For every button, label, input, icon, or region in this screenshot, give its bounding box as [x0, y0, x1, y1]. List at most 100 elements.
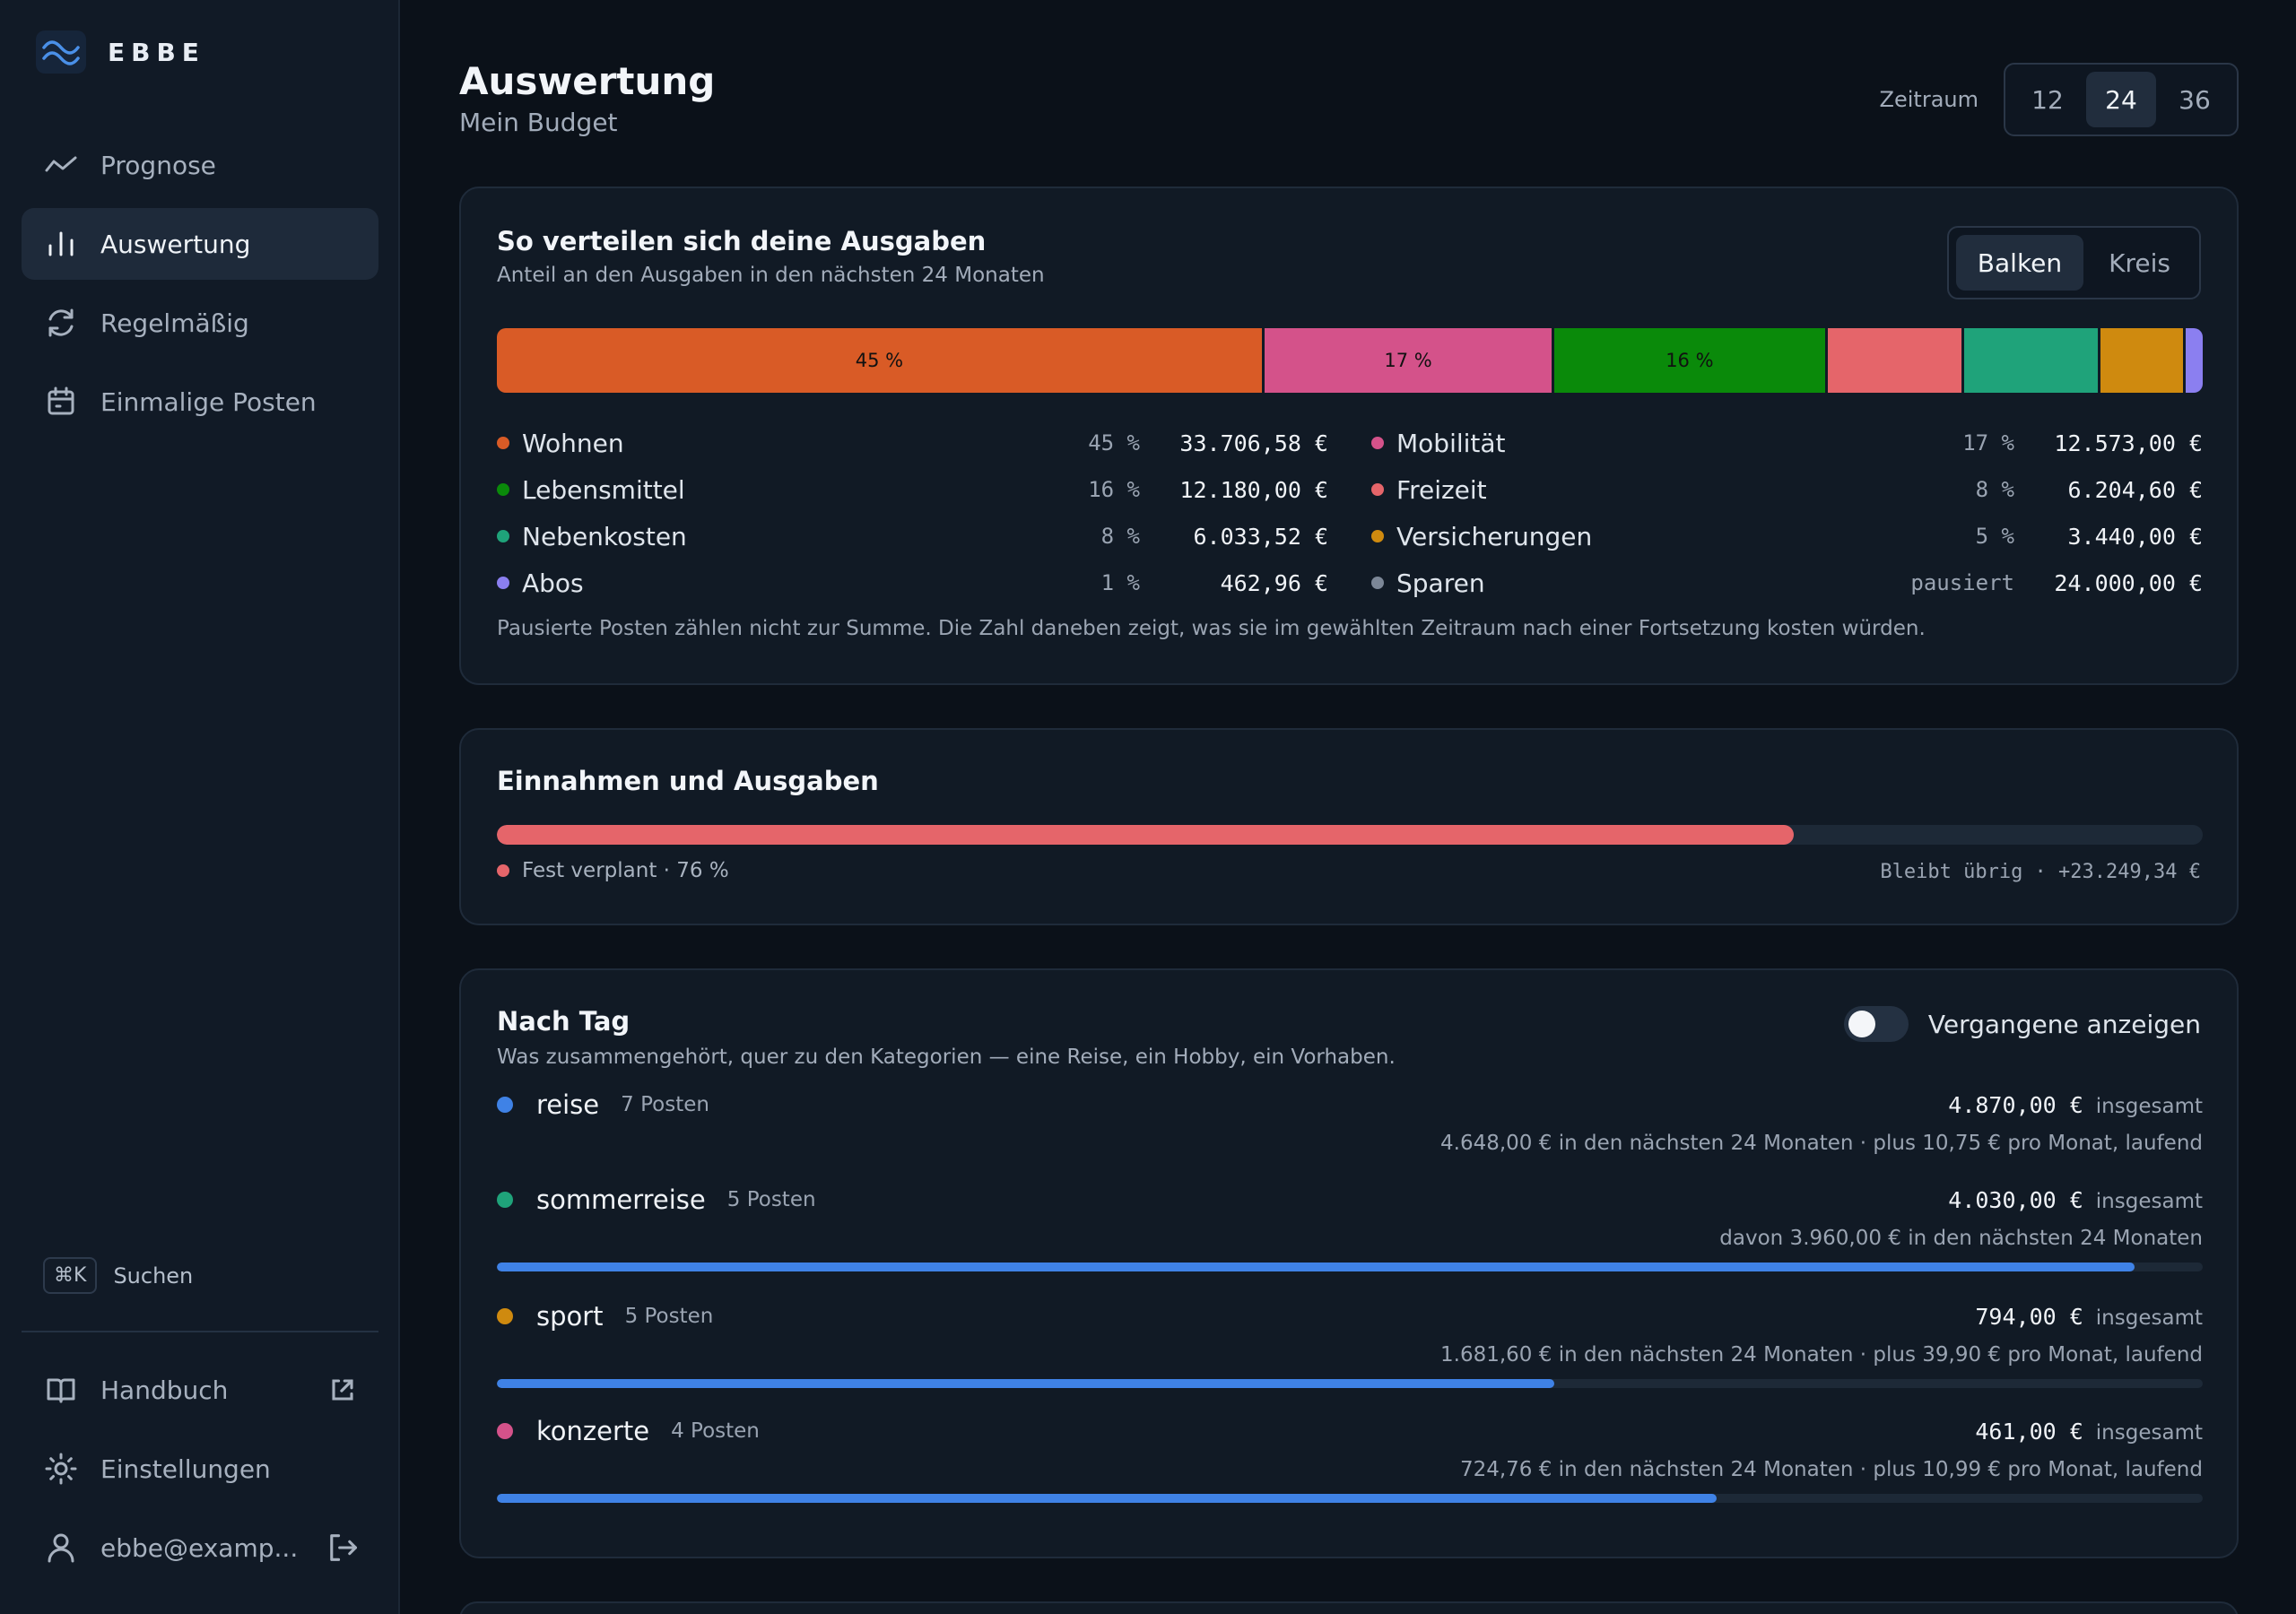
range-option-36[interactable]: 36: [2179, 84, 2211, 115]
legend-row-nebenkosten[interactable]: Nebenkosten 8 % 6.033,52 €: [497, 513, 1328, 560]
legend-amount: 12.180,00 €: [1179, 476, 1328, 503]
tag-dot: [497, 1192, 513, 1208]
legend-amount: 3.440,00 €: [2067, 523, 2203, 550]
main-nav: Prognose Auswertung Regelmäßig Einmalige…: [22, 129, 378, 445]
nav-item-prognose[interactable]: Prognose: [22, 129, 378, 201]
nav-item-handbuch[interactable]: Handbuch: [22, 1354, 378, 1426]
legend-dot: [1371, 483, 1384, 496]
bar-segment-wohnen[interactable]: 45 %: [497, 328, 1265, 393]
legend-dot: [497, 530, 509, 542]
bar-segment-mobilität[interactable]: 17 %: [1264, 328, 1555, 393]
nav-item-regelmaessig[interactable]: Regelmäßig: [22, 287, 378, 359]
bar-segment-nebenkosten[interactable]: [1963, 328, 2100, 393]
nav-label: Prognose: [100, 150, 216, 180]
tag-detail: 1.681,60 € in den nächsten 24 Monaten · …: [1440, 1343, 2203, 1367]
nav-label: Auswertung: [100, 229, 251, 259]
legend-row-freizeit[interactable]: Freizeit 8 % 6.204,60 €: [1371, 466, 2203, 513]
tag-total-amount: 4.870,00 €: [1948, 1091, 2083, 1118]
tag-dot: [497, 1097, 513, 1113]
bar-segment-versicherungen[interactable]: [2100, 328, 2186, 393]
trend-icon: [45, 156, 77, 172]
tag-total-amount: 794,00 €: [1975, 1303, 2083, 1330]
legend-row-sparen[interactable]: Sparen pausiert 24.000,00 €: [1371, 560, 2203, 606]
tag-detail: 4.648,00 € in den nächsten 24 Monaten · …: [1440, 1132, 2203, 1155]
legend-dot: [1371, 437, 1384, 449]
nav-label: Einstellungen: [100, 1453, 271, 1484]
tag-name: sommerreise: [536, 1184, 706, 1215]
tag-total-amount: 461,00 €: [1975, 1418, 2083, 1445]
legend-amount: 6.204,60 €: [2067, 476, 2203, 503]
nav-item-auswertung[interactable]: Auswertung: [22, 208, 378, 280]
wave-logo-icon: [36, 30, 86, 74]
legend-row-lebensmittel[interactable]: Lebensmittel 16 % 12.180,00 €: [497, 466, 1328, 513]
legend-row-abos[interactable]: Abos 1 % 462,96 €: [497, 560, 1328, 606]
search-label: Suchen: [113, 1263, 194, 1289]
legend-percent: 1 %: [1100, 570, 1140, 595]
legend-percent: 17 %: [1962, 430, 2014, 456]
page-title: Auswertung: [459, 59, 716, 103]
legend-dot: [1371, 530, 1384, 542]
paused-footnote: Pausierte Posten zählen nicht zur Summe.…: [497, 617, 1926, 640]
sun-gear-icon: [45, 1453, 77, 1485]
view-toggle: Balken Kreis: [1946, 226, 2201, 299]
view-option-kreis[interactable]: Kreis: [2109, 247, 2170, 278]
calendar-icon: [48, 386, 74, 415]
tag-progress-track: [497, 1263, 2203, 1271]
tag-name: reise: [536, 1089, 600, 1120]
legend-percent: 45 %: [1088, 430, 1140, 456]
next-card-edge: [459, 1601, 2239, 1614]
bar-segment-freizeit[interactable]: [1827, 328, 1964, 393]
tag-total-suffix: insgesamt: [2095, 1189, 2203, 1213]
sidebar-divider: [22, 1331, 378, 1332]
tag-count: 4 Posten: [671, 1419, 760, 1443]
bar-segment-abos[interactable]: [2185, 328, 2203, 393]
legend-amount: 12.573,00 €: [2054, 430, 2203, 456]
tag-row-sommerreise[interactable]: sommerreise 5 Posten 4.030,00 € insgesamt da…: [497, 1182, 2203, 1271]
legend-name: Versicherungen: [1396, 521, 1593, 551]
tag-row-reise[interactable]: reise 7 Posten 4.870,00 € insgesamt 4.648,00…: [497, 1087, 2203, 1155]
search-kbd: ⌘K: [43, 1257, 98, 1294]
tag-detail: davon 3.960,00 € in den nächsten 24 Mona…: [1719, 1227, 2203, 1250]
tag-row-sport[interactable]: sport 5 Posten 794,00 € insgesamt 1.681,60 €…: [497, 1298, 2203, 1388]
legend-amount: 6.033,52 €: [1193, 523, 1328, 550]
tag-progress-track: [497, 1494, 2203, 1503]
category-legend: Wohnen 45 % 33.706,58 € Mobilität 17 % 12.573…: [497, 420, 2203, 606]
tags-subtitle: Was zusammengehört, quer zu den Kategori…: [497, 1046, 1396, 1069]
nav-label: Regelmäßig: [100, 308, 249, 338]
bar-segment-lebensmittel[interactable]: 16 %: [1554, 328, 1828, 393]
tag-name: sport: [536, 1301, 604, 1332]
nav-item-account[interactable]: ebbe@examp...: [22, 1512, 378, 1584]
tag-dot: [497, 1423, 513, 1439]
tag-count: 7 Posten: [621, 1093, 709, 1116]
tag-header: sport 5 Posten 794,00 € insgesamt: [497, 1298, 2203, 1334]
tag-count: 5 Posten: [624, 1305, 714, 1328]
search-shortcut[interactable]: ⌘K Suchen: [43, 1257, 193, 1294]
range-option-12[interactable]: 12: [2031, 84, 2064, 115]
past-toggle[interactable]: Vergangene anzeigen: [1843, 1006, 2201, 1042]
legend-row-versicherungen[interactable]: Versicherungen 5 % 3.440,00 €: [1371, 513, 2203, 560]
user-icon: [48, 1533, 74, 1563]
tag-progress-fill: [497, 1263, 2135, 1271]
past-switch[interactable]: [1843, 1006, 1909, 1042]
tag-row-konzerte[interactable]: konzerte 4 Posten 461,00 € insgesamt 724,76 …: [497, 1413, 2203, 1503]
past-toggle-label: Vergangene anzeigen: [1927, 1009, 2201, 1039]
income-title: Einnahmen und Ausgaben: [497, 766, 879, 796]
view-option-balken[interactable]: Balken: [1955, 235, 2084, 291]
legend-row-mobilität[interactable]: Mobilität 17 % 12.573,00 €: [1371, 420, 2203, 466]
range-label: Zeitraum: [1879, 87, 1979, 112]
legend-name: Mobilität: [1396, 428, 1506, 458]
legend-name: Wohnen: [522, 428, 624, 458]
legend-percent: 8 %: [1100, 524, 1140, 549]
planned-fill: [497, 825, 1794, 845]
switch-knob: [1848, 1011, 1875, 1037]
legend-name: Abos: [522, 568, 584, 598]
range-option-24[interactable]: 24: [2086, 72, 2156, 127]
nav-item-einstellungen[interactable]: Einstellungen: [22, 1433, 378, 1505]
planned-dot: [497, 864, 509, 877]
legend-amount: 24.000,00 €: [2054, 569, 2203, 596]
nav-item-einmalige-posten[interactable]: Einmalige Posten: [22, 366, 378, 438]
sidebar: EBBE Prognose Auswertung Regelmäßig Einm…: [0, 0, 400, 1614]
legend-row-wohnen[interactable]: Wohnen 45 % 33.706,58 €: [497, 420, 1328, 466]
brand[interactable]: EBBE: [36, 30, 205, 74]
logout-icon[interactable]: [325, 1530, 361, 1566]
